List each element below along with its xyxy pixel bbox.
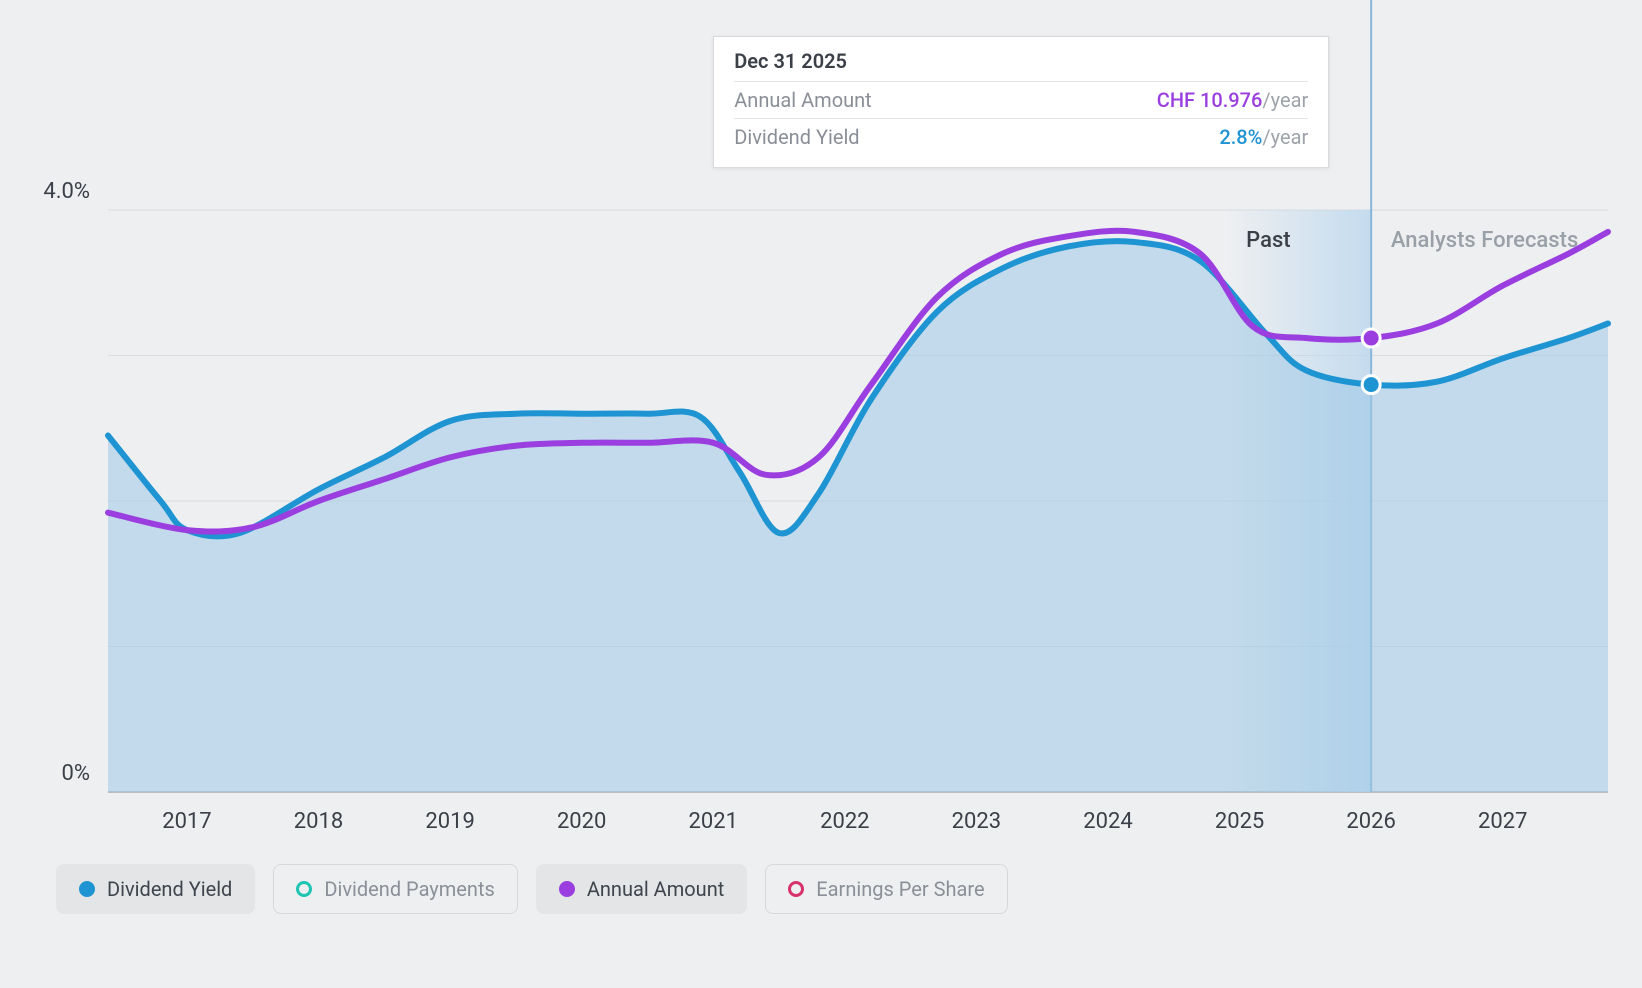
svg-text:0%: 0% (62, 761, 90, 786)
legend-item[interactable]: Dividend Payments (273, 864, 517, 914)
region-label-forecast: Analysts Forecasts (1391, 228, 1578, 253)
svg-text:2021: 2021 (689, 809, 738, 834)
legend-item[interactable]: Dividend Yield (56, 864, 255, 914)
tooltip-row-label: Annual Amount (734, 88, 871, 112)
svg-text:2018: 2018 (294, 809, 343, 834)
svg-text:4.0%: 4.0% (43, 179, 90, 204)
svg-text:2017: 2017 (162, 809, 211, 834)
legend-label: Earnings Per Share (816, 877, 984, 901)
dividend-chart: 4.0% 0% 2017 2018 2019 2020 2021 2022 2023 2024 20… (28, 0, 1614, 988)
svg-text:2026: 2026 (1346, 809, 1395, 834)
tooltip-date: Dec 31 2025 (734, 49, 1308, 73)
svg-text:2024: 2024 (1083, 809, 1132, 834)
svg-text:2025: 2025 (1215, 809, 1264, 834)
chart-tooltip: Dec 31 2025 Annual Amount CHF 10.976/year… (713, 36, 1329, 168)
svg-text:2020: 2020 (557, 809, 606, 834)
chart-legend: Dividend Yield Dividend Payments Annual Am… (56, 864, 1008, 914)
legend-label: Dividend Payments (324, 877, 494, 901)
svg-text:2022: 2022 (820, 809, 869, 834)
tooltip-row-value: CHF 10.976/year (1157, 88, 1308, 112)
legend-item[interactable]: Earnings Per Share (765, 864, 1007, 914)
tooltip-rows: Annual Amount CHF 10.976/year Dividend Yie… (734, 81, 1308, 155)
legend-label: Annual Amount (587, 877, 724, 901)
legend-dot-icon (296, 881, 312, 897)
tooltip-row: Dividend Yield 2.8%/year (734, 118, 1308, 155)
svg-text:2019: 2019 (425, 809, 474, 834)
svg-text:2027: 2027 (1478, 809, 1527, 834)
tooltip-row-label: Dividend Yield (734, 125, 859, 149)
svg-text:2023: 2023 (952, 809, 1001, 834)
legend-dot-icon (788, 881, 804, 897)
tooltip-row-value: 2.8%/year (1219, 125, 1308, 149)
legend-dot-icon (559, 881, 575, 897)
legend-dot-icon (79, 881, 95, 897)
legend-label: Dividend Yield (107, 877, 232, 901)
tooltip-row: Annual Amount CHF 10.976/year (734, 81, 1308, 118)
region-label-past: Past (1246, 228, 1290, 253)
legend-item[interactable]: Annual Amount (536, 864, 747, 914)
